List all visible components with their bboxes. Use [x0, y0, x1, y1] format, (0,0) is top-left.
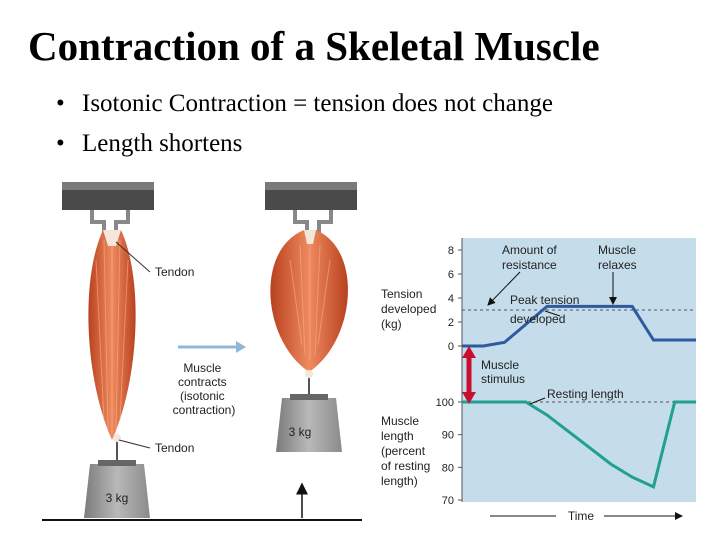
label-muscle-contracts: Muscle contracts (isotonic contraction) [173, 361, 236, 417]
y-tick-label: 90 [442, 430, 454, 442]
clamp [90, 210, 130, 234]
y-tick-label: 6 [448, 269, 454, 281]
label-tendon-top: Tendon [155, 265, 194, 279]
label-tension-developed: Tension developed (kg) [381, 287, 440, 331]
y-tick-label: 70 [442, 495, 454, 507]
weight-left [84, 464, 150, 518]
bullet-item: Isotonic Contraction = tension does not … [56, 84, 553, 124]
muscle-body [270, 230, 348, 372]
label-time: Time [568, 509, 595, 523]
y-tick-label: 80 [442, 462, 454, 474]
label-tendon-bottom: Tendon [155, 441, 194, 455]
y-tick-label: 0 [448, 341, 454, 353]
length-line [462, 400, 696, 490]
weight-right [276, 398, 342, 452]
clamp [293, 210, 333, 234]
y-tick-label: 8 [448, 245, 454, 257]
y-tick-label: 100 [436, 397, 454, 409]
label-muscle-stimulus: Muscle stimulus [481, 358, 525, 386]
bullet-list: Isotonic Contraction = tension does not … [56, 84, 553, 164]
tension-line [462, 304, 696, 348]
label-resting-length: Resting length [547, 387, 624, 401]
label-amount-of-resistance: Amount of resistance [502, 243, 560, 272]
label-muscle-relaxes: Muscle relaxes [598, 243, 639, 272]
weight-right-label: 3 kg [289, 425, 312, 439]
weight-left-label: 3 kg [106, 491, 129, 505]
length-axis-ticks: 70 80 90 100 [436, 397, 462, 507]
short-muscle-diagram: 3 kg [265, 182, 357, 518]
graph: 0 2 4 6 8 70 80 90 100 Amount of resistance Mus… [436, 238, 696, 507]
y-tick-label: 2 [448, 317, 454, 329]
label-muscle-length: Muscle length (percent of resting length… [381, 414, 434, 488]
slide-title: Contraction of a Skeletal Muscle [28, 23, 600, 69]
long-muscle-diagram: Tendon Tendon 3 kg [62, 182, 194, 518]
bullet-item: Length shortens [56, 124, 553, 164]
y-tick-label: 4 [448, 293, 454, 305]
label-peak-tension: Peak tension developed [510, 293, 583, 326]
graph-background [462, 238, 696, 502]
tension-axis-ticks: 0 2 4 6 8 [448, 245, 462, 353]
